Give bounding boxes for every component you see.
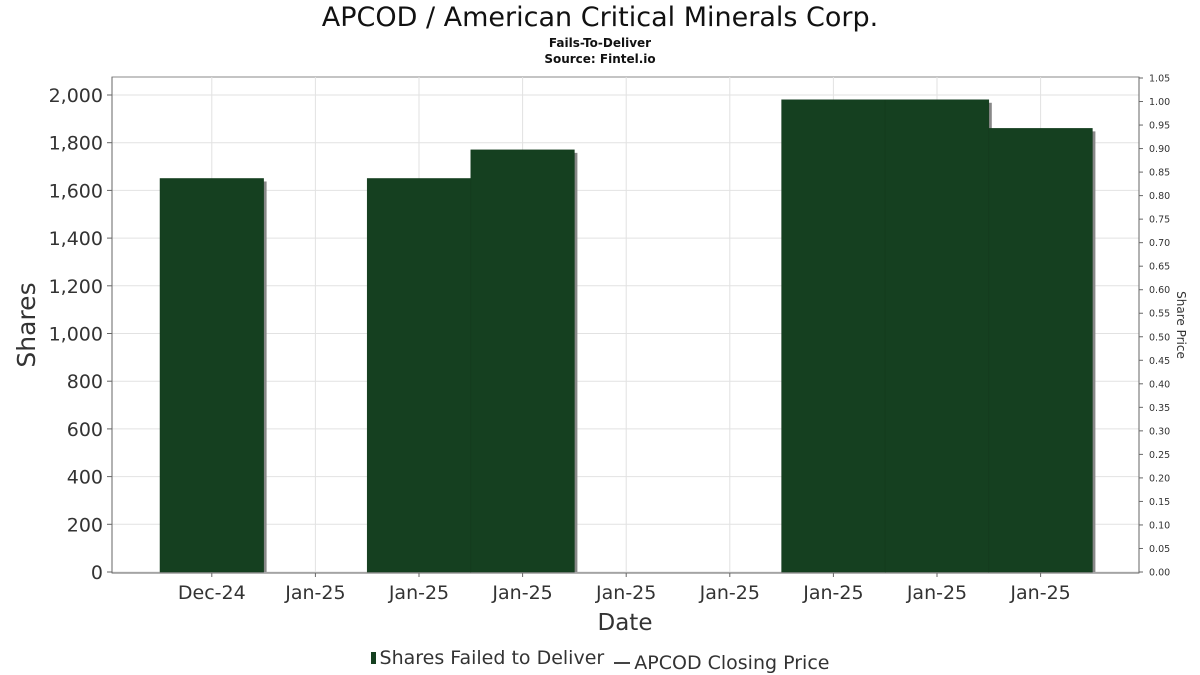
- y-tick-label: 1,000: [49, 324, 103, 346]
- y2-tick-label: 0.45: [1149, 356, 1170, 367]
- chart-title: APCOD / American Critical Minerals Corp.: [321, 2, 879, 33]
- y2-tick-label: 0.30: [1149, 426, 1170, 437]
- x-axis-title: Date: [598, 610, 653, 636]
- y2-tick-label: 0.10: [1149, 520, 1170, 531]
- y2-tick-label: 0.85: [1149, 168, 1170, 179]
- y2-tick-label: 0.25: [1149, 450, 1170, 461]
- y2-tick-label: 0.55: [1149, 309, 1170, 320]
- y2-tick-label: 0.50: [1149, 332, 1170, 343]
- x-tick-label: Jan-25: [491, 582, 552, 604]
- chart-source: Source: Fintel.io: [544, 52, 656, 66]
- legend-swatch-line: [614, 662, 631, 664]
- y2-tick-label: 0.05: [1149, 544, 1170, 555]
- legend-item-price: APCOD Closing Price: [610, 652, 829, 674]
- chart-legend: Shares Failed to Deliver APCOD Closing P…: [0, 647, 1200, 674]
- y2-axis-title: Share Price: [1174, 291, 1188, 359]
- x-tick-label: Jan-25: [802, 582, 863, 604]
- y-tick-label: 400: [67, 467, 103, 489]
- y2-tick-label: 0.20: [1149, 473, 1170, 484]
- y2-tick-label: 0.15: [1149, 497, 1170, 508]
- bar: [781, 99, 886, 573]
- y2-tick-label: 0.95: [1149, 121, 1170, 132]
- legend-label-ftd: Shares Failed to Deliver: [379, 647, 605, 669]
- bar: [366, 178, 472, 573]
- y-tick-label: 1,600: [49, 180, 103, 202]
- y-tick-label: 200: [67, 514, 103, 536]
- y2-tick-label: 0.70: [1149, 238, 1170, 249]
- y2-tick-label: 0.60: [1149, 285, 1170, 296]
- y2-tick-label: 0.80: [1149, 191, 1170, 202]
- y-tick-label: 2,000: [49, 85, 103, 107]
- y-tick-label: 0: [91, 562, 103, 584]
- x-tick-label: Jan-25: [595, 582, 656, 604]
- x-tick-label: Jan-25: [1009, 582, 1070, 604]
- bar: [470, 149, 575, 573]
- x-tick-label: Jan-25: [388, 582, 449, 604]
- y2-tick-label: 0.75: [1149, 215, 1170, 226]
- bar: [159, 178, 264, 573]
- y-axis-title: Shares: [12, 282, 41, 367]
- y2-tick-label: 1.05: [1149, 74, 1170, 85]
- legend-label-price: APCOD Closing Price: [634, 652, 830, 674]
- chart-subtitle: Fails-To-Deliver: [548, 36, 652, 50]
- y2-tick-label: 0.90: [1149, 144, 1170, 155]
- y-tick-label: 1,800: [49, 133, 103, 155]
- y-tick-label: 600: [67, 419, 103, 441]
- x-tick-label: Jan-25: [699, 582, 760, 604]
- y-tick-label: 1,400: [49, 228, 103, 250]
- x-tick-label: Dec-24: [178, 582, 246, 604]
- bar: [884, 99, 990, 573]
- y2-tick-label: 0.65: [1149, 262, 1170, 273]
- y2-tick-label: 1.00: [1149, 97, 1170, 108]
- y2-tick-label: 0.35: [1149, 403, 1170, 414]
- y-tick-label: 1,200: [49, 276, 103, 298]
- x-tick-label: Jan-25: [284, 582, 345, 604]
- y2-tick-label: 0.40: [1149, 379, 1170, 390]
- x-tick-label: Jan-25: [906, 582, 967, 604]
- y-tick-label: 800: [67, 371, 103, 393]
- legend-item-ftd: Shares Failed to Deliver: [370, 647, 605, 669]
- bar: [988, 128, 1093, 573]
- legend-swatch-bar: [370, 652, 376, 664]
- y2-tick-label: 0.00: [1149, 568, 1170, 579]
